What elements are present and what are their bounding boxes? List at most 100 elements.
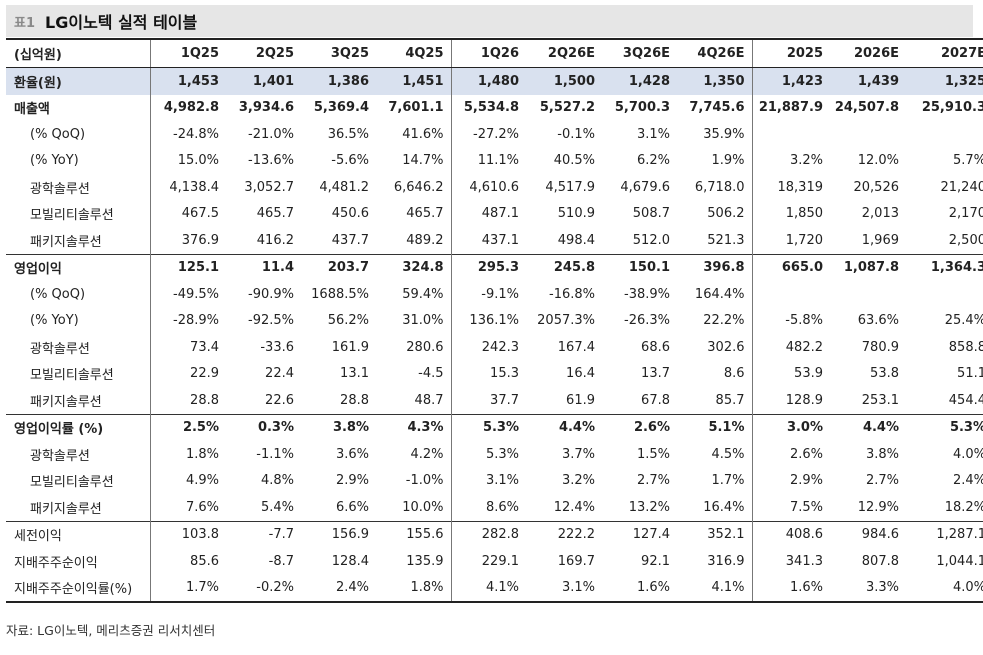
table-cell: 25,910.3: [921, 100, 983, 116]
table-cell: 5.3%: [485, 446, 519, 462]
table-cell: 465.7: [256, 206, 294, 222]
column-header: 2025: [752, 38, 830, 68]
row-label: 환율(원): [6, 67, 151, 95]
table-row: 패키지솔루션 376.9 416.2 437.7 489.2 437.1 498.4 512.…: [6, 227, 983, 254]
header-row: (십억원) 1Q25 2Q25 3Q25 4Q25 1Q26 2Q26E 3Q26E 4Q26E…: [6, 38, 983, 68]
row-label: (% QoQ): [6, 281, 151, 308]
table-cell: 2.9%: [335, 473, 369, 489]
row-label: 매출액: [6, 94, 151, 121]
table-cell: 6,646.2: [376, 174, 452, 201]
table-cell: 85.6: [190, 553, 219, 569]
table-row: 모빌리티솔루션 467.5 465.7 450.6 465.7 487.1 510.9 508…: [6, 200, 983, 227]
table-cell: -0.1%: [557, 126, 595, 142]
table-cell: -1.1%: [256, 446, 294, 462]
table-cell: 3,934.6: [238, 100, 294, 116]
table-cell: 4.9%: [185, 473, 219, 489]
table-cell: 1.8%: [185, 446, 219, 462]
table-cell: 3.1%: [485, 473, 519, 489]
table-row: 환율(원) 1,453 1,401 1,386 1,451 1,480 1,500 1,428…: [6, 67, 983, 95]
table-cell: 135.9: [376, 548, 452, 575]
table-cell: -4.5: [376, 360, 452, 387]
table-cell: -8.7: [268, 553, 294, 569]
table-cell: 3.2%: [789, 153, 823, 169]
table-cell: 341.3: [785, 553, 823, 569]
table-cell: 4.2%: [376, 441, 452, 468]
table-cell: 5.1%: [677, 413, 753, 441]
table-cell: 15.0%: [177, 153, 219, 169]
table-cell: 10.0%: [376, 494, 452, 521]
table-cell: 13.2%: [628, 499, 670, 515]
table-cell: 6,718.0: [677, 174, 753, 201]
table-cell: 1,453: [150, 67, 226, 95]
table-cell: [906, 281, 983, 308]
table-cell: [752, 281, 830, 308]
table-cell: [906, 121, 983, 148]
column-header: 3Q25: [301, 38, 376, 68]
table-cell: 167.4: [557, 339, 595, 355]
table-cell: 302.6: [677, 334, 753, 361]
table-cell: 16.4%: [677, 494, 753, 521]
table-cell: 7,745.6: [677, 94, 753, 121]
table-cell: 2,013: [861, 206, 899, 222]
table-cell: 7.5%: [789, 499, 823, 515]
table-cell: 2,170: [948, 206, 983, 222]
table-cell: 416.2: [256, 232, 294, 248]
table-cell: 22.9: [190, 366, 219, 382]
table-cell: 1.5%: [636, 446, 670, 462]
table-cell: 1,386: [301, 67, 376, 95]
table-cell: 4.5%: [677, 441, 753, 468]
table-cell: 61.9: [566, 392, 595, 408]
table-cell: 5,369.4: [313, 100, 369, 116]
table-row: 패키지솔루션 7.6% 5.4% 6.6% 10.0% 8.6% 12.4% 13.2% 16.…: [6, 494, 983, 521]
table-cell: 25.4%: [944, 313, 983, 329]
table-cell: 1,500: [526, 67, 602, 95]
table-cell: 8.6: [677, 360, 753, 387]
table-cell: 437.1: [481, 232, 519, 248]
table-cell: 352.1: [677, 520, 753, 548]
row-label: 세전이익: [6, 520, 151, 548]
table-cell: 2,500: [948, 232, 983, 248]
table-cell: 11.4: [226, 253, 301, 281]
table-cell: 3.7%: [561, 446, 595, 462]
table-cell: 18,319: [777, 179, 824, 195]
table-cell: 92.1: [641, 553, 670, 569]
row-label: 지배주주순이익률(%): [6, 574, 151, 603]
table-cell: 7,601.1: [376, 94, 452, 121]
table-cell: -1.0%: [376, 467, 452, 494]
table-cell: 489.2: [376, 227, 452, 254]
table-cell: 3.1%: [526, 574, 602, 603]
table-cell: 482.2: [785, 339, 823, 355]
table-cell: 4.1%: [677, 574, 753, 603]
table-cell: 24,507.8: [834, 100, 899, 116]
table-cell: 53.9: [794, 366, 823, 382]
table-cell: 396.8: [677, 253, 753, 281]
table-cell: 5.3%: [451, 413, 526, 441]
table-cell: -27.2%: [473, 126, 519, 142]
table-cell: 1688.5%: [311, 286, 369, 302]
table-row: (% QoQ) -24.8% -21.0% 36.5% 41.6% -27.2% -0.1%…: [6, 121, 983, 148]
table-cell: 13.7: [641, 366, 670, 382]
table-cell: 53.8: [870, 366, 899, 382]
table-cell: 155.6: [376, 520, 452, 548]
table-cell: -21.0%: [248, 126, 294, 142]
table-cell: 3.3%: [830, 574, 906, 603]
table-row: 패키지솔루션 28.8 22.6 28.8 48.7 37.7 61.9 67.8 85.7 12…: [6, 387, 983, 414]
table-cell: 22.2%: [677, 307, 753, 334]
table-cell: 253.1: [861, 392, 899, 408]
table-cell: 4,517.9: [545, 179, 595, 195]
table-cell: 21,887.9: [758, 100, 823, 116]
table-cell: 56.2%: [327, 313, 369, 329]
row-label: 모빌리티솔루션: [6, 467, 151, 494]
table-row: 광학솔루션 1.8% -1.1% 3.6% 4.2% 5.3% 3.7% 1.5% 4.5% 2.…: [6, 441, 983, 468]
table-cell: 13.1: [340, 366, 369, 382]
table-cell: -49.5%: [173, 286, 219, 302]
table-cell: -0.2%: [226, 574, 301, 603]
table-cell: 1,087.8: [830, 253, 906, 281]
column-header: 3Q26E: [602, 38, 677, 68]
table-cell: [752, 121, 830, 148]
table-cell: -7.7: [226, 520, 301, 548]
table-cell: 161.9: [331, 339, 369, 355]
table-cell: 1,044.1: [936, 553, 983, 569]
table-cell: 1.9%: [677, 147, 753, 174]
column-header: 2026E: [830, 38, 906, 68]
